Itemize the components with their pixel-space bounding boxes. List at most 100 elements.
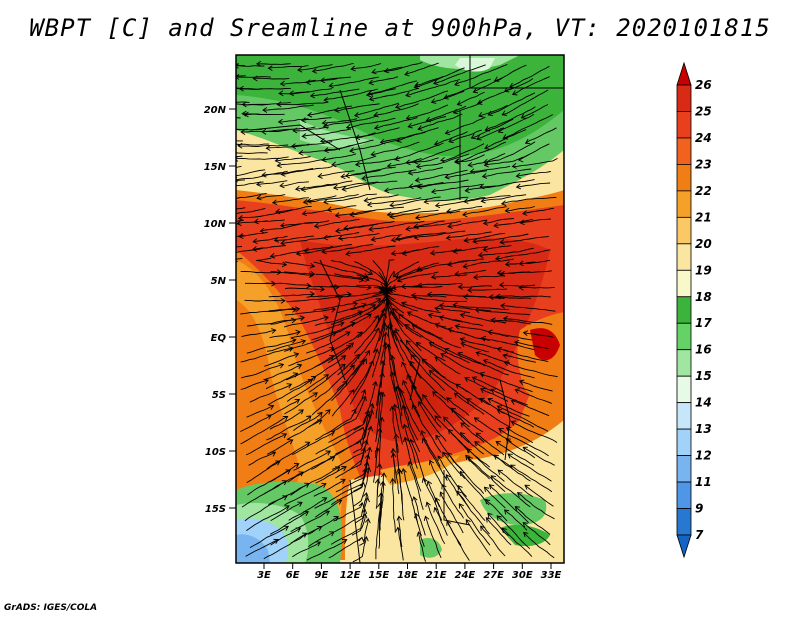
- streamline-arrow: [306, 111, 313, 118]
- streamline-arrow: [456, 490, 462, 496]
- streamline-arrow: [433, 79, 439, 86]
- streamline: [488, 331, 533, 341]
- streamline-arrow: [392, 272, 399, 278]
- streamline-arrow: [379, 480, 386, 486]
- streamline: [353, 308, 386, 354]
- streamline-arrow: [428, 459, 435, 466]
- streamline: [512, 76, 550, 95]
- lat-label: 10N: [204, 219, 227, 230]
- streamline: [244, 113, 285, 116]
- streamline: [408, 167, 443, 174]
- streamline: [401, 286, 443, 289]
- streamline-arrow: [341, 186, 347, 192]
- lon-label: 6E: [286, 570, 300, 581]
- streamline-arrow: [481, 173, 488, 179]
- streamline: [312, 364, 355, 402]
- streamline-arrow: [487, 329, 493, 336]
- streamline: [256, 180, 288, 186]
- streamline: [447, 258, 484, 266]
- streamline-arrow: [291, 306, 297, 313]
- streamline: [395, 232, 446, 240]
- streamline-arrow: [367, 269, 374, 275]
- streamline: [453, 304, 509, 310]
- streamline: [443, 416, 470, 443]
- streamline-arrow: [351, 408, 357, 414]
- latitude-axis: 20N 15N 10N 5N EQ 5S 10S 15S: [204, 105, 236, 515]
- colorbar-label: 15: [695, 369, 712, 383]
- streamline-arrow: [282, 416, 289, 421]
- streamline-arrow: [401, 379, 408, 386]
- streamline: [308, 363, 346, 393]
- streamline-arrow: [496, 409, 503, 415]
- colorbar-segment: [676, 349, 692, 377]
- streamline-arrow: [323, 96, 329, 103]
- streamline: [236, 179, 246, 181]
- streamline-arrow: [476, 99, 483, 105]
- streamline: [349, 139, 400, 152]
- streamline: [270, 527, 301, 546]
- streamline-arrow: [306, 415, 312, 421]
- streamline-arrow: [236, 220, 242, 227]
- streamline: [236, 170, 288, 181]
- streamline: [509, 65, 550, 88]
- streamline: [420, 430, 441, 467]
- streamline-arrow: [509, 82, 515, 88]
- streamline-arrow: [368, 402, 375, 409]
- streamline-arrow: [319, 286, 325, 293]
- streamline: [262, 104, 314, 111]
- streamline-arrow: [421, 477, 428, 483]
- streamline-arrow: [367, 425, 374, 432]
- streamline-arrow: [385, 325, 392, 331]
- streamline-arrow: [473, 274, 479, 280]
- streamline: [481, 194, 527, 202]
- streamline-arrow: [414, 214, 421, 221]
- streamline-arrow: [381, 472, 387, 478]
- streamline-arrow: [412, 294, 419, 301]
- streamline: [376, 360, 384, 406]
- streamline: [433, 64, 486, 85]
- streamline-arrow: [341, 538, 348, 545]
- streamline-arrow: [442, 451, 448, 458]
- streamline: [450, 407, 484, 433]
- streamline: [375, 479, 379, 509]
- streamline: [372, 66, 403, 73]
- streamline-arrow: [392, 329, 398, 336]
- streamline: [253, 77, 290, 80]
- streamline: [313, 355, 346, 379]
- streamline-arrow: [256, 194, 262, 201]
- streamline: [408, 116, 447, 128]
- streamline-arrow: [480, 335, 487, 342]
- streamline-arrow: [430, 273, 437, 280]
- streamline: [512, 158, 558, 167]
- streamline-arrow: [500, 303, 506, 309]
- streamline-arrow: [522, 522, 528, 528]
- streamline: [303, 193, 359, 203]
- colorbar-label: 16: [695, 343, 712, 357]
- streamline: [246, 405, 274, 418]
- streamline: [375, 503, 381, 560]
- streamline-arrow: [381, 321, 388, 328]
- streamline-arrow: [495, 293, 501, 300]
- streamline: [286, 296, 343, 303]
- streamline-arrow: [454, 323, 461, 330]
- streamline-arrow: [475, 350, 481, 357]
- streamline: [482, 168, 532, 178]
- streamline: [397, 527, 404, 561]
- streamline-arrow: [405, 159, 411, 166]
- streamline: [236, 76, 271, 78]
- colorbar-label: 7: [695, 528, 704, 542]
- streamline-arrow: [427, 312, 434, 319]
- streamline-arrow: [365, 91, 372, 98]
- streamline-arrow: [522, 210, 528, 216]
- streamline: [478, 247, 534, 256]
- streamline-arrow: [263, 378, 269, 385]
- colorbar-segment: [676, 243, 692, 271]
- streamline: [487, 513, 509, 537]
- streamline-arrow: [349, 389, 355, 395]
- streamline: [447, 452, 485, 494]
- streamline-arrow: [301, 133, 307, 139]
- streamline-arrow: [334, 212, 340, 219]
- streamline-arrow: [407, 460, 413, 467]
- streamline: [245, 539, 279, 557]
- streamline-arrow: [520, 113, 527, 119]
